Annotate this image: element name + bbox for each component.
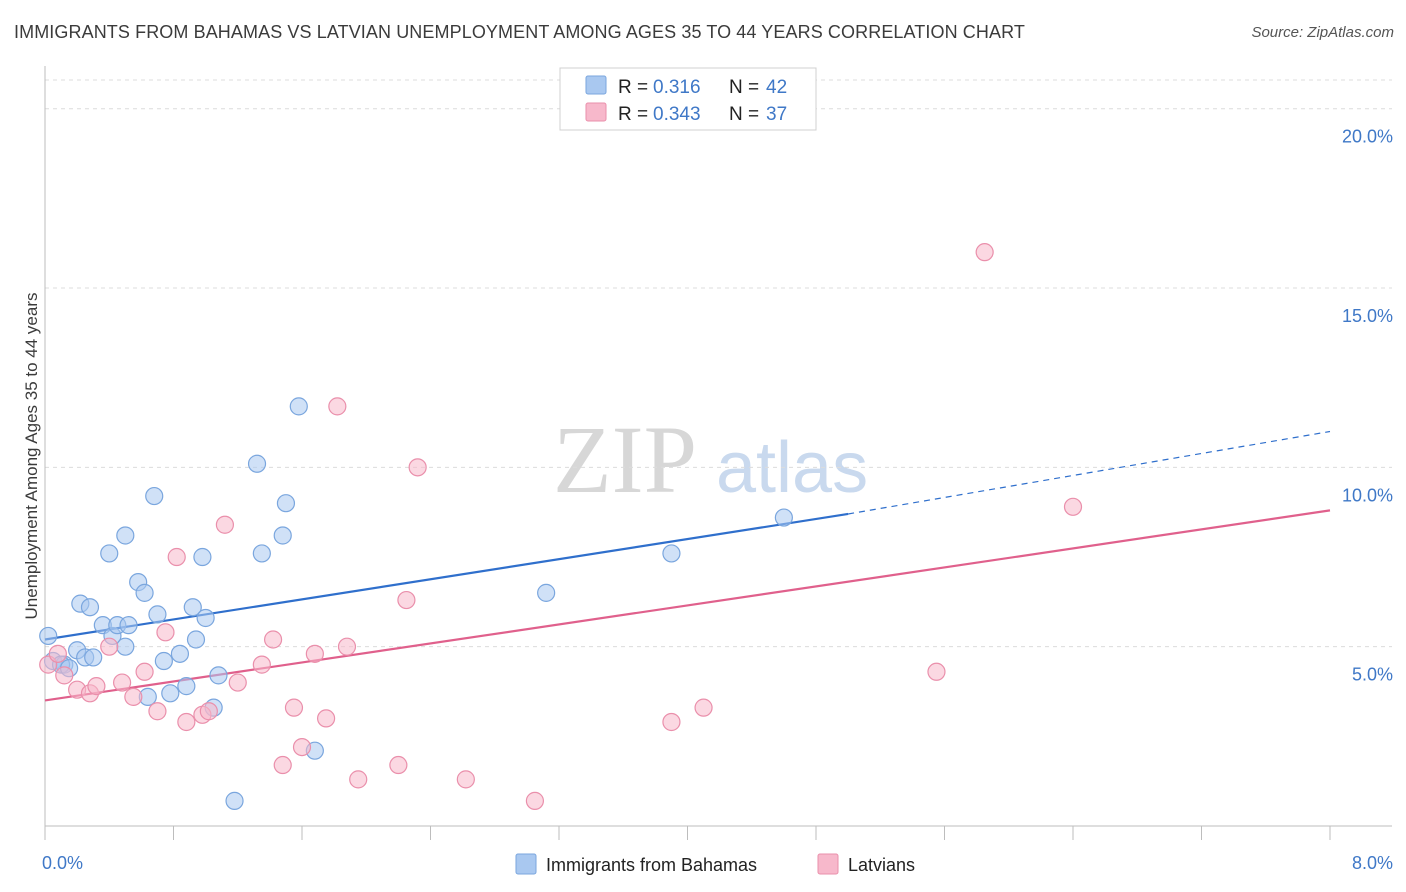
point-bahamas [177,677,196,696]
series-legend-swatch-latvians [817,853,839,875]
point-bahamas [100,544,119,563]
point-bahamas [80,598,100,617]
correlation-legend: R = 0.316 N = 42 R = 0.343 N = 37 [559,67,817,131]
legend-n-label-2: N = [729,104,759,125]
point-latvians [100,637,119,656]
point-bahamas [145,486,164,506]
point-latvians [1063,497,1083,516]
point-latvians [927,662,946,681]
legend-swatch-bahamas [585,75,607,95]
point-latvians [273,755,292,775]
point-latvians [456,770,475,789]
point-bahamas [116,637,135,656]
point-bahamas [84,648,103,667]
gridlines [45,79,1392,648]
point-bahamas [537,583,556,602]
watermark-zip: ZIP [553,406,697,513]
point-latvians [662,712,681,732]
data-points [39,243,1083,810]
tick-labels: 5.0% 10.0% 15.0% 20.0% 0.0% 8.0% [42,127,1393,873]
point-bahamas [774,508,793,527]
point-bahamas [247,454,267,473]
point-bahamas [135,583,154,602]
point-bahamas [252,544,271,563]
y-tick-label: 10.0% [1342,485,1393,505]
point-latvians [328,397,347,416]
point-bahamas [116,526,135,545]
point-latvians [525,791,545,810]
legend-r-value-1: 0.316 [653,77,701,98]
point-latvians [408,458,427,477]
point-latvians [148,702,167,721]
point-latvians [167,547,186,567]
point-latvians [305,644,324,663]
point-latvians [389,755,408,775]
point-bahamas [289,397,308,416]
x-tick-label-max: 8.0% [1352,853,1393,873]
point-latvians [48,644,67,663]
point-bahamas [119,616,138,635]
point-latvians [397,590,416,610]
point-bahamas [170,644,190,663]
point-bahamas [662,544,681,563]
point-latvians [55,666,74,685]
point-latvians [135,662,154,681]
point-bahamas [148,605,167,624]
point-latvians [252,655,271,674]
legend-r-value-2: 0.343 [653,104,701,125]
source-label: Source: ZipAtlas.com [1251,24,1394,41]
point-latvians [177,712,196,732]
point-bahamas [186,630,206,649]
y-axis-title: Unemployment Among Ages 35 to 44 years [22,293,41,620]
point-latvians [215,515,234,534]
series-legend-label-bahamas: Immigrants from Bahamas [546,855,757,875]
point-bahamas [225,791,244,810]
point-latvians [228,673,247,692]
legend-n-value-2: 37 [766,104,787,125]
point-bahamas [193,547,212,567]
point-bahamas [154,651,173,671]
y-tick-label: 15.0% [1342,306,1393,326]
series-legend-label-latvians: Latvians [848,855,915,875]
point-latvians [87,677,106,696]
x-tick-label-min: 0.0% [42,853,83,873]
point-bahamas [161,684,180,703]
point-bahamas [276,494,296,513]
legend-n-label-1: N = [729,77,759,98]
point-latvians [292,737,312,757]
point-latvians [124,687,143,706]
point-bahamas [196,608,215,628]
series-legend: Immigrants from Bahamas Latvians [515,853,915,875]
point-latvians [694,698,713,717]
point-latvians [337,637,357,656]
axes [44,66,1392,840]
point-latvians [112,673,132,692]
point-latvians [263,630,283,649]
legend-r-label-1: R = [618,77,648,98]
legend-n-value-1: 42 [766,77,787,98]
point-latvians [284,698,304,717]
point-latvians [199,702,218,721]
point-latvians [349,770,368,789]
point-latvians [156,623,175,642]
point-bahamas [39,626,58,646]
point-latvians [975,243,994,262]
y-tick-label: 5.0% [1352,665,1393,685]
trend-line-bahamas-extension [848,430,1331,515]
point-bahamas [273,526,292,545]
trend-line-bahamas [44,512,849,641]
watermark-atlas: atlas [716,428,868,508]
legend-swatch-latvians [585,102,607,122]
y-tick-label: 20.0% [1342,127,1393,147]
chart-title: IMMIGRANTS FROM BAHAMAS VS LATVIAN UNEMP… [14,22,1025,42]
series-legend-swatch-bahamas [515,853,537,875]
point-latvians [316,709,336,728]
legend-r-label-2: R = [618,104,648,125]
point-bahamas [209,666,228,685]
point-bahamas [183,598,202,617]
